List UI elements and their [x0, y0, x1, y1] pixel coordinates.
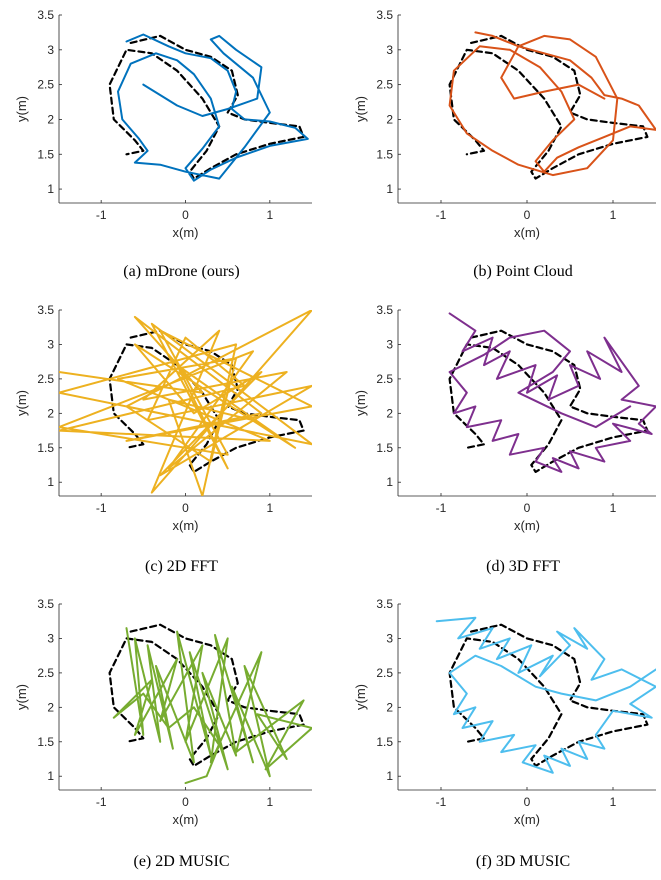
x-axis-label: x(m)	[514, 812, 540, 827]
x-axis-label: x(m)	[514, 225, 540, 240]
x-tick-label: 1	[610, 795, 617, 809]
x-tick-label: 0	[182, 501, 189, 515]
ground-truth-line	[448, 329, 649, 473]
estimate-line	[435, 616, 656, 774]
y-tick-label: 1.5	[37, 147, 54, 161]
y-tick-label: 3	[47, 337, 54, 351]
y-tick-label: 1.5	[37, 441, 54, 455]
chart-panel: -1 0 1 1 1.5 2 2.5 3 3.5 x(m) y(m) (e) 2D MUSIC	[14, 597, 312, 870]
series-group	[448, 31, 656, 180]
series-group	[59, 310, 312, 496]
y-tick-label: 1.5	[376, 735, 393, 749]
y-tick-label: 3.5	[376, 597, 393, 611]
y-tick-label: 2	[386, 406, 393, 420]
x-tick-label: 0	[524, 208, 531, 222]
x-tick-label: -1	[436, 501, 447, 515]
chart-panel: -1 0 1 1 1.5 2 2.5 3 3.5 x(m) y(m) (f) 3D MUSIC	[353, 597, 656, 870]
y-tick-label: 3	[386, 337, 393, 351]
y-tick-label: 2	[386, 112, 393, 126]
y-tick-label: 3.5	[37, 597, 54, 611]
x-tick-label: 1	[266, 501, 273, 515]
y-axis-label: y(m)	[14, 390, 29, 416]
x-tick-label: -1	[436, 795, 447, 809]
y-tick-label: 2.5	[37, 666, 54, 680]
y-tick-label: 1	[47, 769, 54, 783]
y-tick-label: 2.5	[376, 372, 393, 386]
y-tick-label: 3.5	[37, 8, 54, 22]
y-tick-label: 3	[386, 631, 393, 645]
y-tick-label: 1.5	[376, 147, 393, 161]
y-tick-label: 2	[47, 700, 54, 714]
y-axis-label: y(m)	[353, 390, 368, 416]
x-tick-label: 1	[266, 795, 273, 809]
estimate-line	[112, 627, 312, 785]
y-tick-label: 3	[47, 631, 54, 645]
x-axis-label: x(m)	[514, 518, 540, 533]
ground-truth-line	[108, 329, 305, 473]
ground-truth-line	[448, 623, 649, 768]
x-axis-label: x(m)	[173, 518, 199, 533]
x-tick-label: 0	[182, 208, 189, 222]
y-tick-label: 3	[386, 43, 393, 57]
y-tick-label: 1	[386, 182, 393, 196]
x-tick-label: 1	[610, 208, 617, 222]
x-tick-label: 1	[266, 208, 273, 222]
x-tick-label: -1	[436, 208, 447, 222]
y-tick-label: 3.5	[376, 8, 393, 22]
series-group	[108, 623, 312, 785]
subfigure-caption: (d) 3D FFT	[486, 558, 560, 575]
y-tick-label: 2	[47, 406, 54, 420]
y-tick-label: 2.5	[376, 666, 393, 680]
series-group	[108, 33, 309, 182]
y-tick-label: 3	[47, 43, 54, 57]
subfigure-caption: (a) mDrone (ours)	[123, 263, 239, 280]
x-tick-label: 0	[182, 795, 189, 809]
y-tick-label: 1.5	[37, 735, 54, 749]
y-tick-label: 3.5	[37, 303, 54, 317]
subfigure-caption: (f) 3D MUSIC	[476, 853, 570, 870]
y-tick-label: 2.5	[37, 78, 54, 92]
chart-panel: -1 0 1 1 1.5 2 2.5 3 3.5 x(m) y(m) (d) 3D FFT	[353, 303, 656, 575]
y-axis-label: y(m)	[353, 684, 368, 710]
x-axis-label: x(m)	[173, 225, 199, 240]
ground-truth-line	[448, 34, 649, 180]
x-tick-label: 0	[524, 795, 531, 809]
ground-truth-line	[108, 623, 305, 768]
y-tick-label: 1	[47, 182, 54, 196]
y-tick-label: 1	[47, 475, 54, 489]
y-axis-label: y(m)	[14, 96, 29, 122]
x-axis-label: x(m)	[173, 812, 199, 827]
subfigure-caption: (e) 2D MUSIC	[134, 853, 230, 870]
estimate-line	[59, 310, 312, 496]
chart-panel: -1 0 1 1 1.5 2 2.5 3 3.5 x(m) y(m) (b) Point Cloud	[353, 8, 656, 280]
series-group	[435, 616, 656, 774]
ground-truth-line	[108, 34, 305, 180]
subfigure-caption: (c) 2D FFT	[145, 558, 218, 575]
y-tick-label: 2	[47, 112, 54, 126]
y-tick-label: 3.5	[376, 303, 393, 317]
y-tick-label: 2	[386, 700, 393, 714]
y-tick-label: 2.5	[37, 372, 54, 386]
chart-panel: -1 0 1 1 1.5 2 2.5 3 3.5 x(m) y(m) (a) mDrone (ours…	[14, 8, 312, 280]
y-tick-label: 1.5	[376, 441, 393, 455]
x-tick-label: 1	[610, 501, 617, 515]
x-tick-label: -1	[96, 208, 107, 222]
y-axis-label: y(m)	[353, 96, 368, 122]
y-tick-label: 2.5	[376, 78, 393, 92]
series-group	[448, 312, 656, 473]
y-tick-label: 1	[386, 769, 393, 783]
x-tick-label: -1	[96, 795, 107, 809]
chart-panel: -1 0 1 1 1.5 2 2.5 3 3.5 x(m) y(m) (c) 2D FFT	[14, 303, 312, 575]
x-tick-label: -1	[96, 501, 107, 515]
estimate-line	[448, 31, 656, 177]
x-tick-label: 0	[524, 501, 531, 515]
subfigure-caption: (b) Point Cloud	[473, 263, 573, 280]
estimate-line	[117, 33, 309, 182]
y-tick-label: 1	[386, 475, 393, 489]
estimate-line	[448, 312, 656, 473]
y-axis-label: y(m)	[14, 684, 29, 710]
